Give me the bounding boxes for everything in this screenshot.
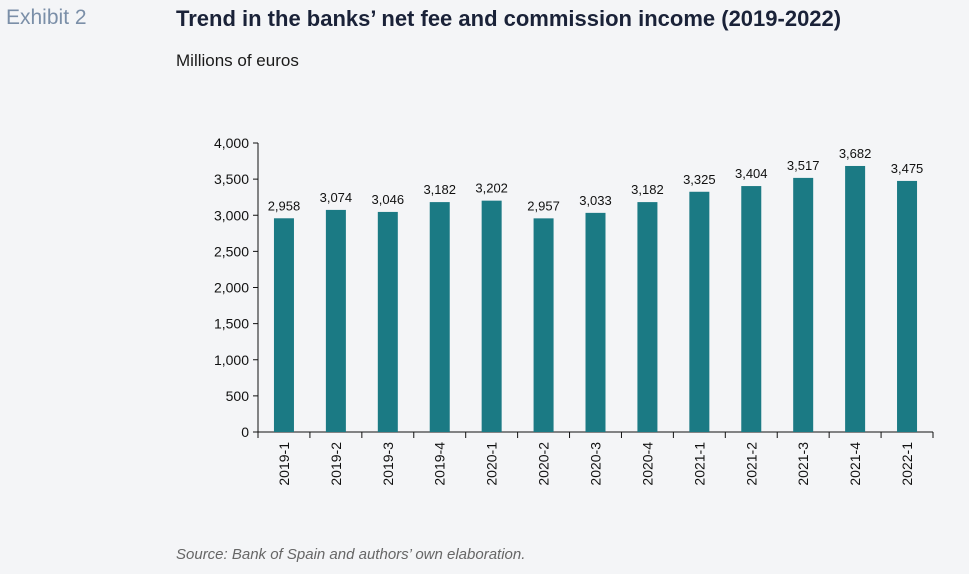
y-tick-label: 1,000 (214, 352, 249, 368)
x-tick-label: 2019-1 (276, 442, 292, 486)
data-label: 3,182 (631, 182, 664, 197)
y-tick-label: 3,000 (214, 207, 249, 223)
bar (793, 177, 814, 432)
bar (533, 218, 554, 432)
chart-title: Trend in the banks’ net fee and commissi… (176, 6, 842, 31)
data-label: 2,957 (527, 198, 560, 213)
data-label: 3,046 (372, 192, 405, 207)
y-tick-label: 1,500 (214, 316, 249, 332)
data-label: 3,517 (787, 158, 820, 173)
data-label: 2,958 (268, 198, 301, 213)
x-tick-label: 2022-1 (899, 442, 915, 486)
data-label: 3,404 (735, 166, 768, 181)
x-tick-label: 2021-3 (795, 442, 811, 486)
x-tick-label: 2020-2 (536, 442, 552, 486)
bar (897, 180, 918, 432)
bar (689, 191, 710, 432)
bar (325, 209, 346, 432)
bar (741, 186, 762, 432)
source-note: Source: Bank of Spain and authors’ own e… (176, 546, 526, 563)
x-tick-label: 2020-4 (639, 442, 655, 486)
bar (481, 200, 502, 432)
data-label: 3,325 (683, 172, 716, 187)
bar (429, 202, 450, 432)
y-tick-label: 3,500 (214, 171, 249, 187)
x-tick-label: 2020-1 (484, 442, 500, 486)
x-tick-label: 2021-4 (847, 442, 863, 486)
y-tick-label: 2,000 (214, 280, 249, 296)
x-tick-label: 2020-3 (588, 442, 604, 486)
x-tick-label: 2019-4 (432, 442, 448, 486)
y-tick-label: 0 (241, 424, 249, 440)
bar (845, 165, 866, 432)
x-tick-label: 2019-2 (328, 442, 344, 486)
data-label: 3,202 (475, 181, 508, 196)
chart-subtitle: Millions of euros (176, 51, 299, 70)
bar (637, 202, 658, 432)
data-label: 3,033 (579, 193, 612, 208)
data-label: 3,182 (423, 182, 456, 197)
x-tick-label: 2021-2 (743, 442, 759, 486)
y-tick-label: 2,500 (214, 243, 249, 259)
data-label: 3,682 (839, 146, 872, 161)
bar (585, 212, 606, 432)
x-tick-label: 2019-3 (380, 442, 396, 486)
y-tick-label: 500 (226, 388, 250, 404)
x-tick-label: 2021-1 (691, 442, 707, 486)
data-label: 3,074 (320, 190, 353, 205)
bar (273, 218, 294, 432)
exhibit-label: Exhibit 2 (6, 6, 87, 29)
y-tick-label: 4,000 (214, 135, 249, 151)
data-label: 3,475 (891, 161, 924, 176)
bar (377, 211, 398, 432)
